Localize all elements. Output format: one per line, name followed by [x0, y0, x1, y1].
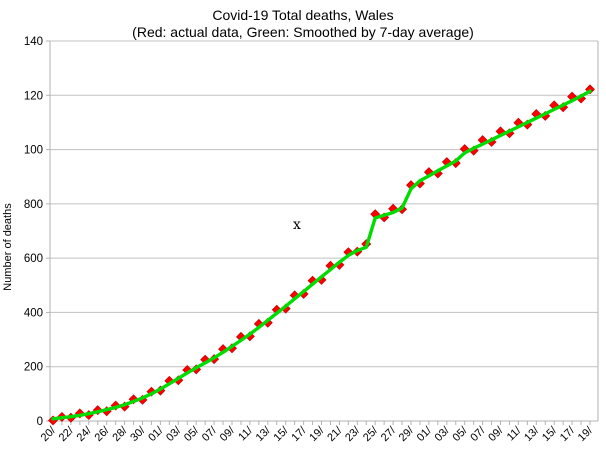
x-tick-label: 19/ [307, 424, 327, 444]
y-tick-label: 400 [24, 307, 43, 319]
x-tick-label: 24/ [75, 424, 95, 444]
x-tick-label: 17/ [558, 424, 578, 444]
x-axis-ticks [52, 421, 591, 425]
y-tick-label: 140 [24, 36, 43, 48]
x-tick-label: 23/ [343, 424, 363, 444]
y-tick-label: 600 [24, 253, 43, 265]
axis-frame [49, 41, 599, 422]
x-tick-label: 07/ [200, 424, 220, 444]
x-tick-label: 17/ [289, 424, 309, 444]
x-tick-label: 19/ [576, 424, 596, 444]
x-tick-label: 22/ [57, 424, 77, 444]
plot-annotation-x: x [293, 217, 301, 233]
grid-lines [50, 40, 598, 368]
x-tick-label: 07/ [468, 424, 488, 444]
data-point-diamond [74, 408, 85, 419]
x-tick-label: 01/ [415, 424, 435, 444]
y-axis-labels: 0 200 400 600 800 100 120 140 [24, 36, 43, 428]
x-tick-label: 27/ [379, 424, 399, 444]
y-tick-label: 0 [37, 416, 43, 428]
series-actual-markers [48, 84, 595, 426]
x-tick-label: 11/ [505, 424, 524, 443]
x-tick-label: 13/ [522, 424, 542, 444]
y-tick-label: 100 [24, 145, 43, 157]
data-point-diamond [128, 394, 139, 405]
data-point-diamond [146, 386, 157, 397]
x-tick-label: 09/ [486, 424, 506, 444]
x-tick-label: 09/ [218, 424, 238, 444]
x-tick-label: 26/ [93, 424, 113, 444]
data-point-diamond [585, 84, 595, 95]
data-point-diamond [110, 400, 121, 411]
x-tick-label: 01/ [146, 424, 166, 444]
x-tick-label: 29/ [397, 424, 417, 444]
x-tick-label: 15/ [540, 424, 560, 444]
x-axis-labels: 20/22/24/26/28/30/01/03/05/07/09/11/13/1… [39, 424, 596, 444]
x-tick-label: 11/ [236, 424, 255, 443]
y-tick-label: 200 [24, 362, 43, 374]
y-tick-label: 120 [24, 90, 43, 102]
series-smoothed-line [51, 89, 592, 421]
x-tick-label: 21/ [325, 424, 345, 444]
x-tick-label: 15/ [272, 424, 292, 444]
x-tick-label: 25/ [361, 424, 381, 444]
x-tick-label: 03/ [433, 424, 453, 444]
x-tick-label: 05/ [451, 424, 471, 444]
x-tick-label: 05/ [182, 424, 202, 444]
y-tick-label: 800 [24, 199, 43, 211]
smoothed-line [51, 89, 592, 421]
x-tick-label: 28/ [110, 424, 130, 444]
y-axis-ticks [46, 40, 50, 422]
x-tick-label: 30/ [128, 424, 148, 444]
y-axis-title: Number of deaths [2, 203, 14, 291]
x-tick-label: 03/ [164, 424, 184, 444]
x-tick-label: 13/ [254, 424, 274, 444]
